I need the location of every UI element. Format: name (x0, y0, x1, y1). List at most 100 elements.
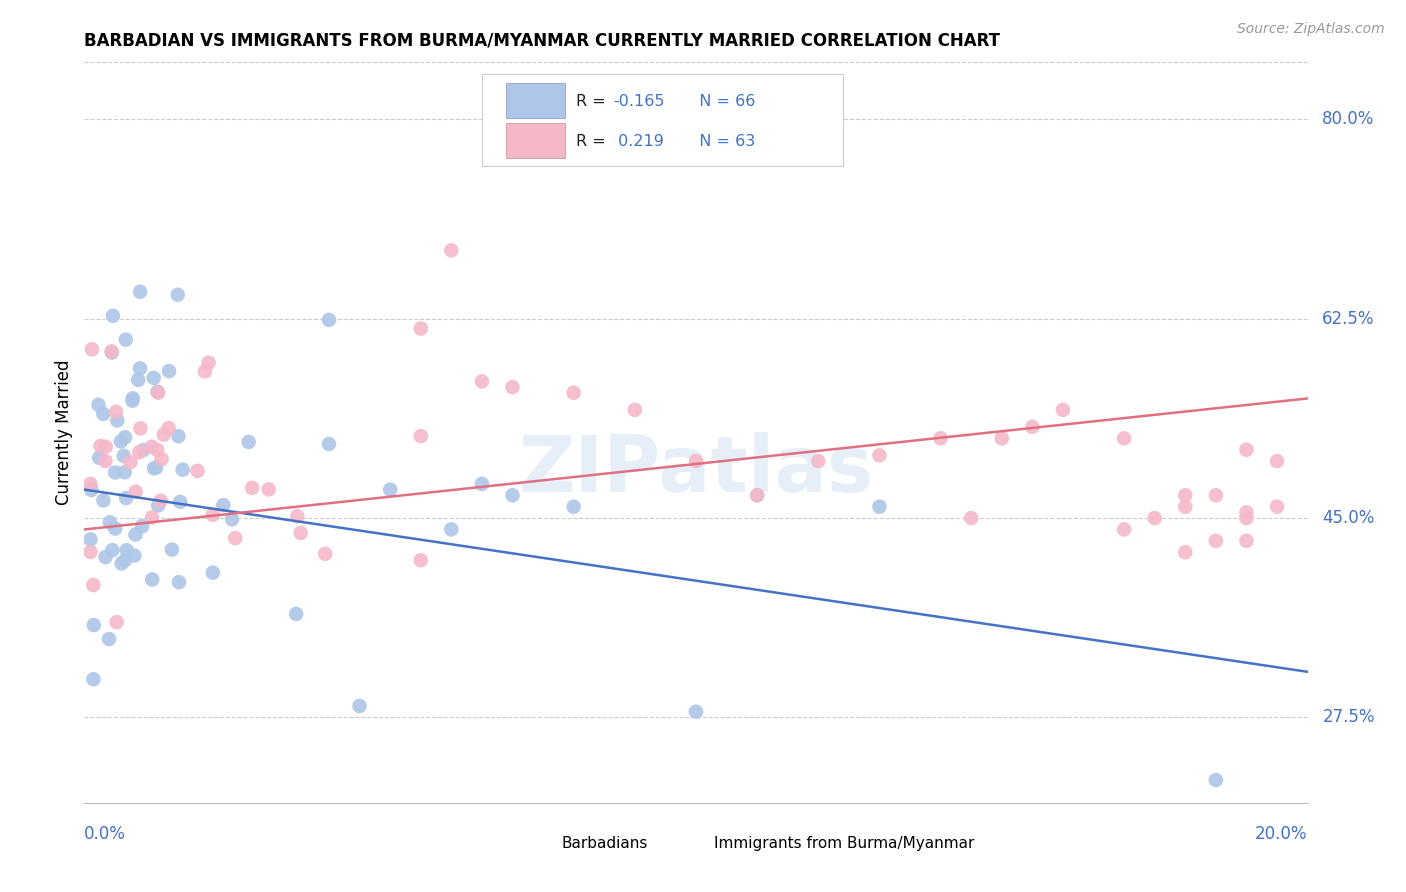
Point (129, 361, 152, 376)
Point (149, 493, 172, 508)
Text: 0.0%: 0.0% (84, 825, 127, 843)
Text: 80.0%: 80.0% (1322, 111, 1375, 128)
Text: ZIPatlas: ZIPatlas (519, 432, 873, 508)
Point (1236, 511, 1258, 525)
Point (83, 618, 105, 632)
Point (115, 491, 138, 505)
Point (150, 452, 173, 467)
Point (82, 578, 104, 592)
Point (105, 615, 128, 629)
Point (562, 385, 585, 400)
Point (110, 434, 132, 449)
Point (224, 531, 246, 545)
Point (157, 364, 180, 378)
Point (1021, 420, 1043, 434)
Point (349, 698, 371, 713)
Text: Immigrants from Burma/Myanmar: Immigrants from Burma/Myanmar (714, 836, 974, 851)
Point (409, 321, 432, 335)
Point (471, 375, 494, 389)
Point (562, 500, 585, 514)
Point (1205, 533, 1227, 548)
Point (197, 356, 219, 370)
Point (318, 313, 340, 327)
Point (1236, 505, 1258, 519)
Point (100, 344, 122, 359)
Point (869, 449, 891, 463)
Point (104, 522, 127, 536)
Point (624, 402, 647, 417)
Text: -0.165: -0.165 (613, 94, 664, 109)
Point (114, 333, 136, 347)
Point (1174, 500, 1197, 514)
Point (120, 455, 142, 469)
Point (1114, 523, 1136, 537)
Point (1236, 533, 1258, 548)
Point (98, 632, 121, 646)
Point (380, 483, 402, 497)
Point (127, 373, 149, 387)
Text: R =: R = (576, 94, 612, 109)
Point (115, 543, 138, 558)
Point (94, 550, 117, 565)
Point (157, 421, 180, 435)
Point (186, 464, 208, 478)
Point (79, 476, 101, 491)
Point (807, 454, 830, 468)
Point (685, 454, 707, 468)
FancyBboxPatch shape (506, 83, 565, 118)
Point (314, 547, 336, 561)
Point (121, 393, 143, 408)
Point (146, 384, 169, 399)
Point (318, 437, 340, 451)
Text: N = 66: N = 66 (689, 94, 755, 109)
Point (167, 575, 190, 590)
Point (142, 371, 165, 385)
Text: 45.0%: 45.0% (1322, 509, 1375, 527)
Point (114, 465, 136, 479)
FancyBboxPatch shape (522, 835, 560, 855)
Point (129, 421, 152, 435)
Point (114, 553, 136, 567)
Point (141, 440, 163, 454)
Point (148, 499, 170, 513)
Point (1265, 500, 1288, 514)
Point (101, 309, 124, 323)
Point (82, 673, 104, 687)
Point (152, 427, 174, 442)
Text: BARBADIAN VS IMMIGRANTS FROM BURMA/MYANMAR CURRENTLY MARRIED CORRELATION CHART: BARBADIAN VS IMMIGRANTS FROM BURMA/MYANM… (84, 32, 1000, 50)
Point (101, 543, 124, 558)
Point (929, 431, 952, 445)
Point (960, 511, 983, 525)
Point (471, 476, 494, 491)
Point (221, 512, 243, 526)
Point (747, 488, 769, 502)
Point (440, 244, 463, 258)
Point (114, 430, 136, 444)
Point (167, 429, 190, 443)
FancyBboxPatch shape (482, 73, 842, 166)
Point (91, 407, 114, 421)
Point (1236, 442, 1258, 457)
Text: 0.219: 0.219 (613, 134, 664, 149)
Point (212, 498, 235, 512)
Point (290, 525, 312, 540)
FancyBboxPatch shape (673, 835, 711, 855)
Point (94, 454, 117, 468)
Text: Source: ZipAtlas.com: Source: ZipAtlas.com (1237, 22, 1385, 37)
Point (409, 553, 432, 567)
Text: R =: R = (576, 134, 612, 149)
Point (112, 449, 135, 463)
Point (121, 392, 143, 406)
Point (79, 545, 101, 559)
Text: 62.5%: 62.5% (1322, 310, 1375, 327)
Point (201, 566, 224, 580)
Point (128, 445, 150, 459)
Point (172, 462, 194, 476)
Point (93, 493, 115, 508)
Point (257, 483, 280, 497)
Point (747, 488, 769, 502)
Point (110, 557, 132, 571)
Point (132, 443, 155, 458)
Point (141, 573, 163, 587)
Point (79, 533, 101, 547)
